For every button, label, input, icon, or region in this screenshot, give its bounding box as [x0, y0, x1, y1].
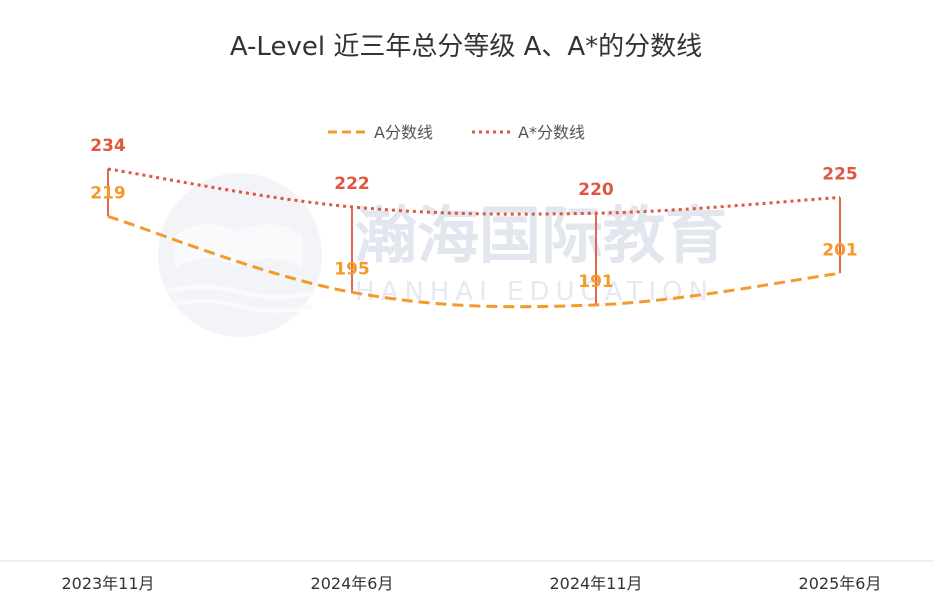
- data-label-a: 201: [822, 240, 858, 260]
- x-tick-label: 2024年11月: [549, 574, 642, 593]
- data-label-a-star: 225: [822, 164, 858, 184]
- data-label-a: 195: [334, 259, 370, 279]
- drop-lines: [107, 168, 841, 561]
- data-label-a: 219: [90, 183, 126, 203]
- legend-label-a-star: A*分数线: [518, 123, 585, 142]
- data-labels: 219 195 191 201 234 222 220 225: [90, 136, 858, 292]
- data-label-a-star: 234: [90, 136, 126, 156]
- legend-item-a-star: A*分数线: [472, 123, 585, 142]
- x-axis-ticks: 2023年11月 2024年6月 2024年11月 2025年6月: [61, 574, 881, 593]
- data-label-a: 191: [578, 272, 614, 292]
- watermark: 瀚海国际教育 HANHAI EDUCATION: [158, 173, 727, 337]
- x-tick-label: 2024年6月: [311, 574, 394, 593]
- series-line-a-star: [107, 167, 841, 216]
- legend-label-a: A分数线: [374, 123, 433, 142]
- watermark-brand-cn: 瀚海国际教育: [355, 199, 727, 272]
- data-label-a-star: 222: [334, 174, 370, 194]
- watermark-logo-icon: [158, 173, 322, 337]
- series-line-a: [107, 214, 841, 309]
- legend-item-a: A分数线: [328, 123, 433, 142]
- x-tick-label: 2025年6月: [799, 574, 882, 593]
- series-lines: [107, 167, 841, 309]
- data-label-a-star: 220: [578, 180, 614, 200]
- watermark-brand-en: HANHAI EDUCATION: [355, 277, 714, 307]
- legend: A分数线 A*分数线: [328, 123, 585, 142]
- x-tick-label: 2023年11月: [61, 574, 154, 593]
- chart-title: A-Level 近三年总分等级 A、A*的分数线: [230, 32, 702, 62]
